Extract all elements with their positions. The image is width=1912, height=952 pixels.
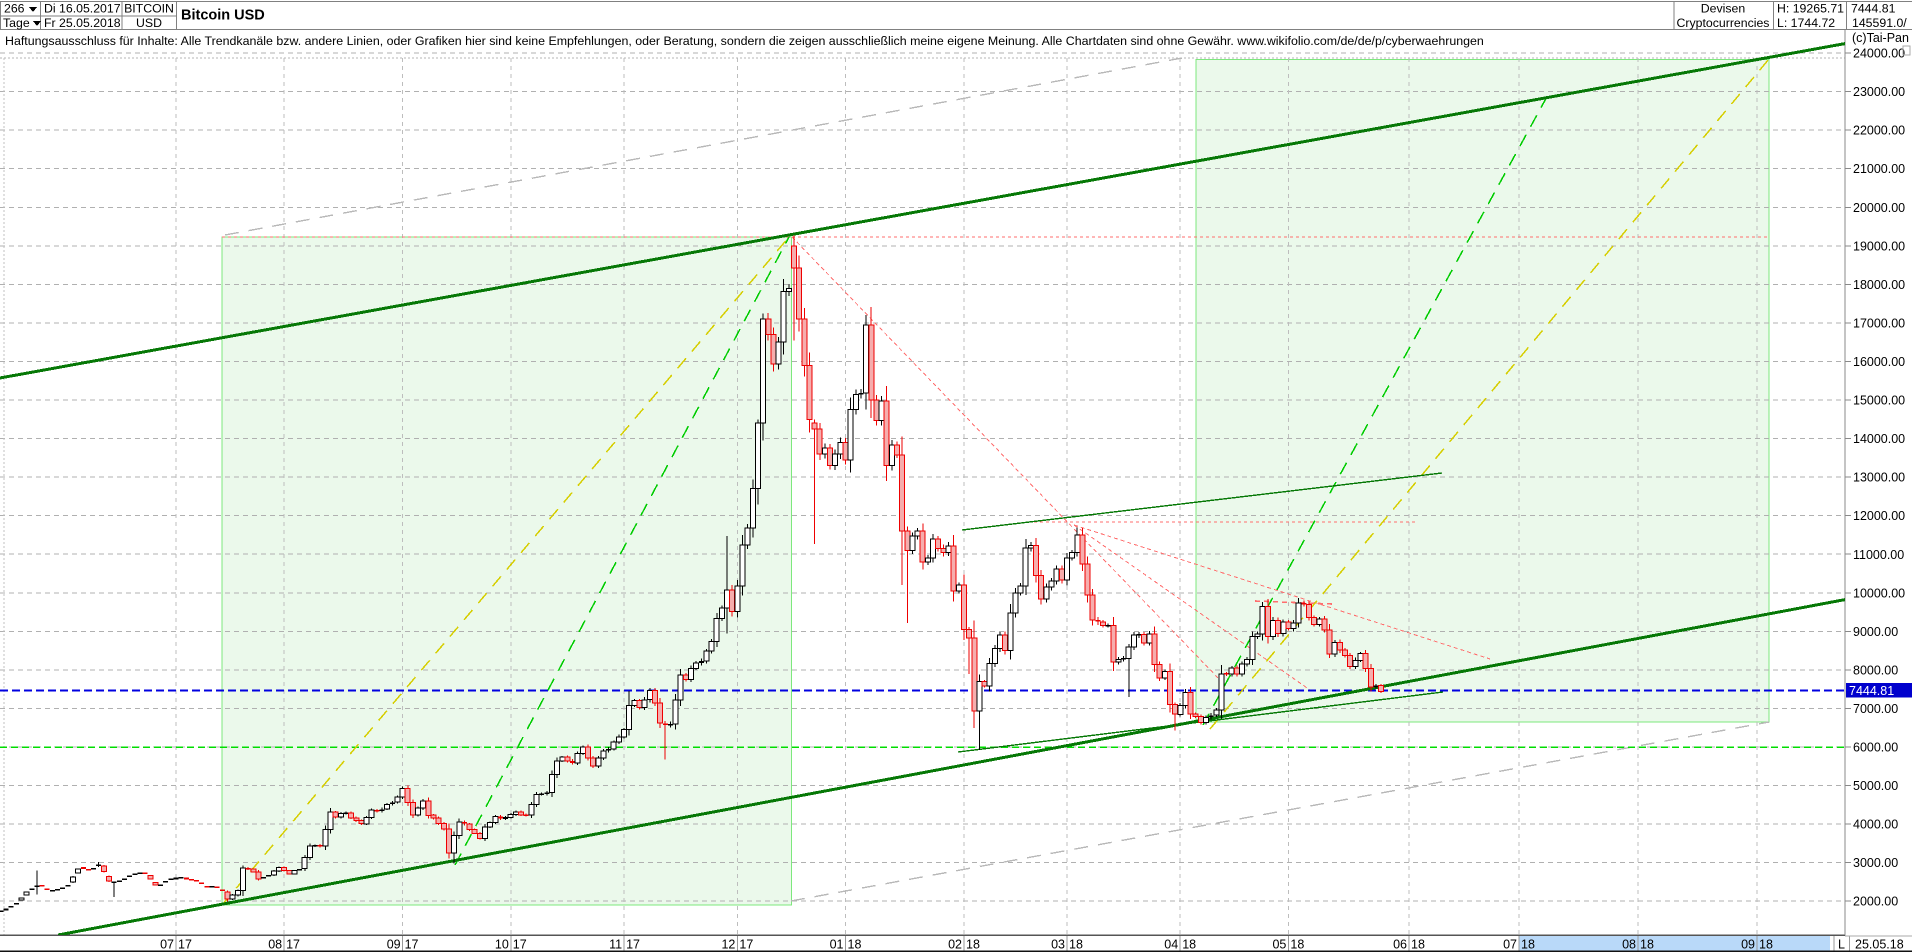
svg-text:3000.00: 3000.00 (1853, 856, 1898, 870)
svg-text:Tage: Tage (3, 16, 30, 30)
svg-text:17: 17 (513, 938, 527, 952)
svg-text:12000.00: 12000.00 (1853, 509, 1905, 523)
svg-text:12: 12 (721, 938, 735, 952)
svg-text:24000.00: 24000.00 (1853, 47, 1905, 61)
svg-text:19000.00: 19000.00 (1853, 239, 1905, 253)
svg-text:6000.00: 6000.00 (1853, 741, 1898, 755)
svg-text:18000.00: 18000.00 (1853, 278, 1905, 292)
svg-text:5000.00: 5000.00 (1853, 779, 1898, 793)
svg-text:17: 17 (626, 938, 640, 952)
svg-text:18: 18 (966, 938, 980, 952)
svg-text:14000.00: 14000.00 (1853, 432, 1905, 446)
svg-text:7000.00: 7000.00 (1853, 702, 1898, 716)
svg-text:L: L (1838, 938, 1845, 952)
svg-text:01: 01 (830, 938, 844, 952)
svg-text:4000.00: 4000.00 (1853, 818, 1898, 832)
svg-text:18: 18 (1640, 938, 1654, 952)
svg-text:21000.00: 21000.00 (1853, 162, 1905, 176)
svg-text:8000.00: 8000.00 (1853, 663, 1898, 677)
svg-text:L: 1744.72: L: 1744.72 (1777, 16, 1835, 30)
svg-text:11000.00: 11000.00 (1853, 548, 1904, 562)
svg-text:Di 16.05.2017: Di 16.05.2017 (44, 2, 121, 16)
svg-text:266: 266 (4, 2, 25, 16)
svg-text:16000.00: 16000.00 (1853, 355, 1905, 369)
svg-text:20000.00: 20000.00 (1853, 201, 1905, 215)
svg-text:18: 18 (1069, 938, 1083, 952)
svg-text:18: 18 (848, 938, 862, 952)
svg-text:18: 18 (1290, 938, 1304, 952)
svg-text:17: 17 (739, 938, 753, 952)
svg-text:04: 04 (1164, 938, 1178, 952)
svg-text:BITCOIN: BITCOIN (124, 2, 174, 16)
svg-text:08: 08 (1622, 938, 1636, 952)
svg-text:Haftungsausschluss für Inhalte: Haftungsausschluss für Inhalte: Alle Tre… (5, 34, 1484, 48)
svg-text:07: 07 (160, 938, 174, 952)
svg-text:17: 17 (178, 938, 192, 952)
svg-text:2000.00: 2000.00 (1853, 895, 1898, 909)
svg-text:7444.81: 7444.81 (1851, 2, 1896, 16)
svg-text:18: 18 (1182, 938, 1196, 952)
svg-text:03: 03 (1051, 938, 1065, 952)
svg-text:145591.0/: 145591.0/ (1852, 16, 1907, 30)
svg-text:13000.00: 13000.00 (1853, 471, 1905, 485)
svg-text:H: 19265.71: H: 19265.71 (1777, 2, 1844, 16)
svg-text:9000.00: 9000.00 (1853, 625, 1898, 639)
svg-text:Fr 25.05.2018: Fr 25.05.2018 (44, 16, 121, 30)
svg-text:17: 17 (405, 938, 419, 952)
svg-text:17000.00: 17000.00 (1853, 316, 1905, 330)
svg-text:7444.81: 7444.81 (1849, 684, 1894, 698)
svg-text:10: 10 (495, 938, 509, 952)
svg-text:02: 02 (948, 938, 962, 952)
svg-text:15000.00: 15000.00 (1853, 394, 1905, 408)
svg-text:05: 05 (1272, 938, 1286, 952)
svg-text:Bitcoin USD: Bitcoin USD (181, 8, 265, 24)
svg-text:Devisen: Devisen (1701, 2, 1746, 16)
svg-text:(c)Tai-Pan: (c)Tai-Pan (1852, 31, 1909, 45)
svg-text:17: 17 (286, 938, 300, 952)
svg-text:Cryptocurrencies: Cryptocurrencies (1677, 16, 1770, 30)
svg-text:23000.00: 23000.00 (1853, 85, 1905, 99)
svg-text:25.05.18: 25.05.18 (1855, 938, 1904, 952)
svg-text:18: 18 (1759, 938, 1773, 952)
svg-text:11: 11 (609, 938, 622, 952)
svg-text:08: 08 (268, 938, 282, 952)
svg-text:18: 18 (1411, 938, 1425, 952)
svg-text:USD: USD (136, 16, 162, 30)
svg-text:06: 06 (1393, 938, 1407, 952)
svg-text:10000.00: 10000.00 (1853, 586, 1905, 600)
svg-text:22000.00: 22000.00 (1853, 124, 1905, 138)
svg-text:07: 07 (1503, 938, 1517, 952)
svg-text:09: 09 (387, 938, 401, 952)
svg-text:18: 18 (1521, 938, 1535, 952)
svg-text:09: 09 (1741, 938, 1755, 952)
